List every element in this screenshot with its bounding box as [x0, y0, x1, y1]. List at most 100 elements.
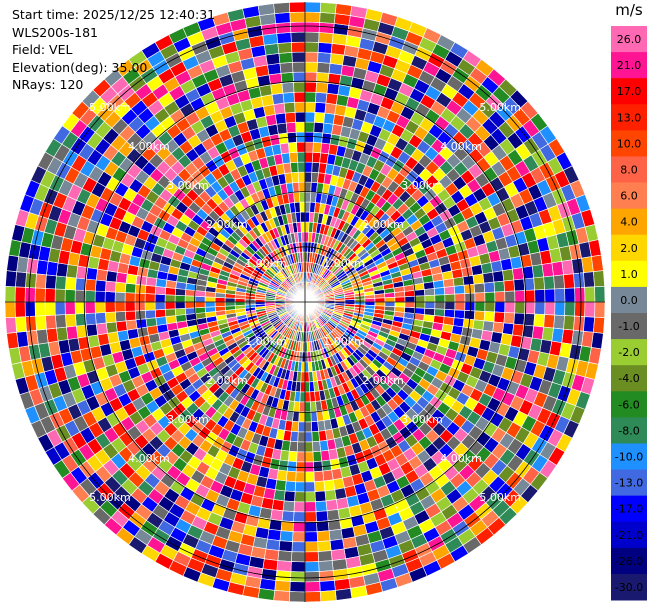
velocity-cell	[334, 3, 353, 16]
velocity-cell	[287, 141, 298, 154]
velocity-cell	[318, 32, 334, 44]
velocity-cell	[144, 293, 156, 303]
velocity-cell	[394, 291, 406, 298]
velocity-cell	[493, 311, 506, 324]
velocity-cell	[293, 81, 306, 93]
scan-info: Start time: 2025/12/25 12:40:31 WLS200s-…	[12, 6, 215, 94]
range-ring-label: 1.00km	[323, 257, 365, 270]
velocity-cell	[56, 262, 69, 278]
velocity-cell	[84, 301, 96, 314]
velocity-cell	[308, 381, 315, 393]
velocity-cell	[144, 284, 157, 295]
velocity-cell	[304, 31, 320, 43]
velocity-cell	[295, 121, 306, 133]
velocity-cell	[292, 531, 306, 543]
velocity-cell	[311, 430, 320, 443]
velocity-cell	[294, 491, 306, 503]
velocity-cell	[257, 588, 276, 601]
velocity-cell	[312, 141, 323, 154]
velocity-cell	[234, 301, 246, 307]
velocity-cell	[94, 290, 106, 303]
velocity-cell	[194, 301, 206, 309]
velocity-cell	[304, 21, 321, 33]
velocity-cell	[104, 301, 116, 313]
velocity-cell	[512, 323, 525, 337]
colorbar-tick-label: 21.0	[617, 59, 642, 72]
velocity-cell	[94, 279, 107, 292]
velocity-cell	[15, 271, 27, 288]
velocity-cell	[434, 301, 446, 310]
velocity-cell	[434, 294, 446, 303]
velocity-cell	[154, 308, 167, 319]
velocity-cell	[134, 301, 146, 312]
velocity-cell	[300, 231, 306, 243]
velocity-cell	[292, 181, 300, 193]
velocity-cell	[277, 550, 293, 562]
velocity-cell	[292, 521, 306, 533]
velocity-cell	[296, 141, 306, 153]
velocity-cell	[323, 112, 336, 125]
velocity-cell	[464, 292, 476, 303]
range-ring-label: 4.00km	[128, 140, 170, 153]
velocity-cell	[292, 71, 306, 83]
velocity-cell	[323, 479, 336, 492]
velocity-cell	[298, 411, 306, 423]
velocity-cell	[298, 191, 306, 203]
velocity-cell	[591, 254, 604, 273]
velocity-cell	[473, 310, 486, 322]
velocity-cell	[482, 271, 495, 284]
velocity-cell	[145, 317, 158, 328]
velocity-cell	[313, 121, 325, 134]
velocity-cell	[304, 421, 313, 433]
colorbar-tick-label: 6.0	[620, 190, 638, 203]
velocity-cell	[314, 111, 326, 124]
velocity-cell	[394, 296, 406, 303]
colorbar-tick-label: -8.0	[618, 424, 639, 437]
velocity-cell	[85, 267, 98, 281]
velocity-cell	[24, 301, 36, 318]
velocity-cell	[304, 381, 311, 393]
velocity-cell	[533, 313, 546, 328]
velocity-cell	[64, 276, 77, 291]
velocity-cell	[290, 430, 299, 443]
velocity-cell	[442, 278, 455, 288]
velocity-cell	[304, 161, 313, 173]
velocity-cell	[304, 41, 319, 53]
velocity-cell	[105, 270, 118, 283]
velocity-cell	[94, 301, 106, 314]
colorbar: m/s 26.0 21.0 17.0 13.0 10.0 8.0 6.0 4.0 2.0 1.0 0…	[611, 1, 647, 601]
velocity-cell	[282, 91, 295, 104]
velocity-cell	[294, 101, 306, 113]
velocity-cell	[483, 281, 496, 293]
velocity-cell	[174, 307, 187, 316]
velocity-cell	[290, 31, 306, 43]
velocity-cell	[283, 101, 296, 114]
velocity-cell	[304, 391, 311, 403]
velocity-cell	[293, 511, 306, 523]
velocity-cell	[274, 580, 291, 592]
velocity-cell	[317, 42, 333, 54]
range-ring-label: 5.00km	[479, 101, 521, 114]
velocity-cell	[271, 499, 285, 512]
velocity-cell	[304, 201, 311, 213]
velocity-cell	[564, 301, 576, 317]
velocity-cell	[134, 292, 146, 303]
colorbar-tick-label: -26.0	[615, 555, 643, 568]
velocity-cell	[281, 152, 291, 165]
velocity-cell	[95, 268, 108, 282]
velocity-cell	[304, 541, 319, 553]
velocity-cell	[315, 81, 329, 94]
range-ring-label: 4.00km	[440, 452, 482, 465]
velocity-cells	[4, 1, 606, 603]
velocity-cell	[314, 480, 326, 493]
velocity-cell	[584, 286, 596, 303]
velocity-cell	[304, 81, 317, 93]
velocity-cell	[484, 301, 496, 313]
velocity-cell	[54, 301, 66, 316]
velocity-cell	[54, 288, 66, 303]
velocity-cell	[454, 293, 466, 303]
velocity-cell	[474, 292, 486, 303]
velocity-cell	[275, 22, 292, 34]
velocity-cell	[384, 296, 396, 303]
velocity-cell	[573, 315, 585, 332]
